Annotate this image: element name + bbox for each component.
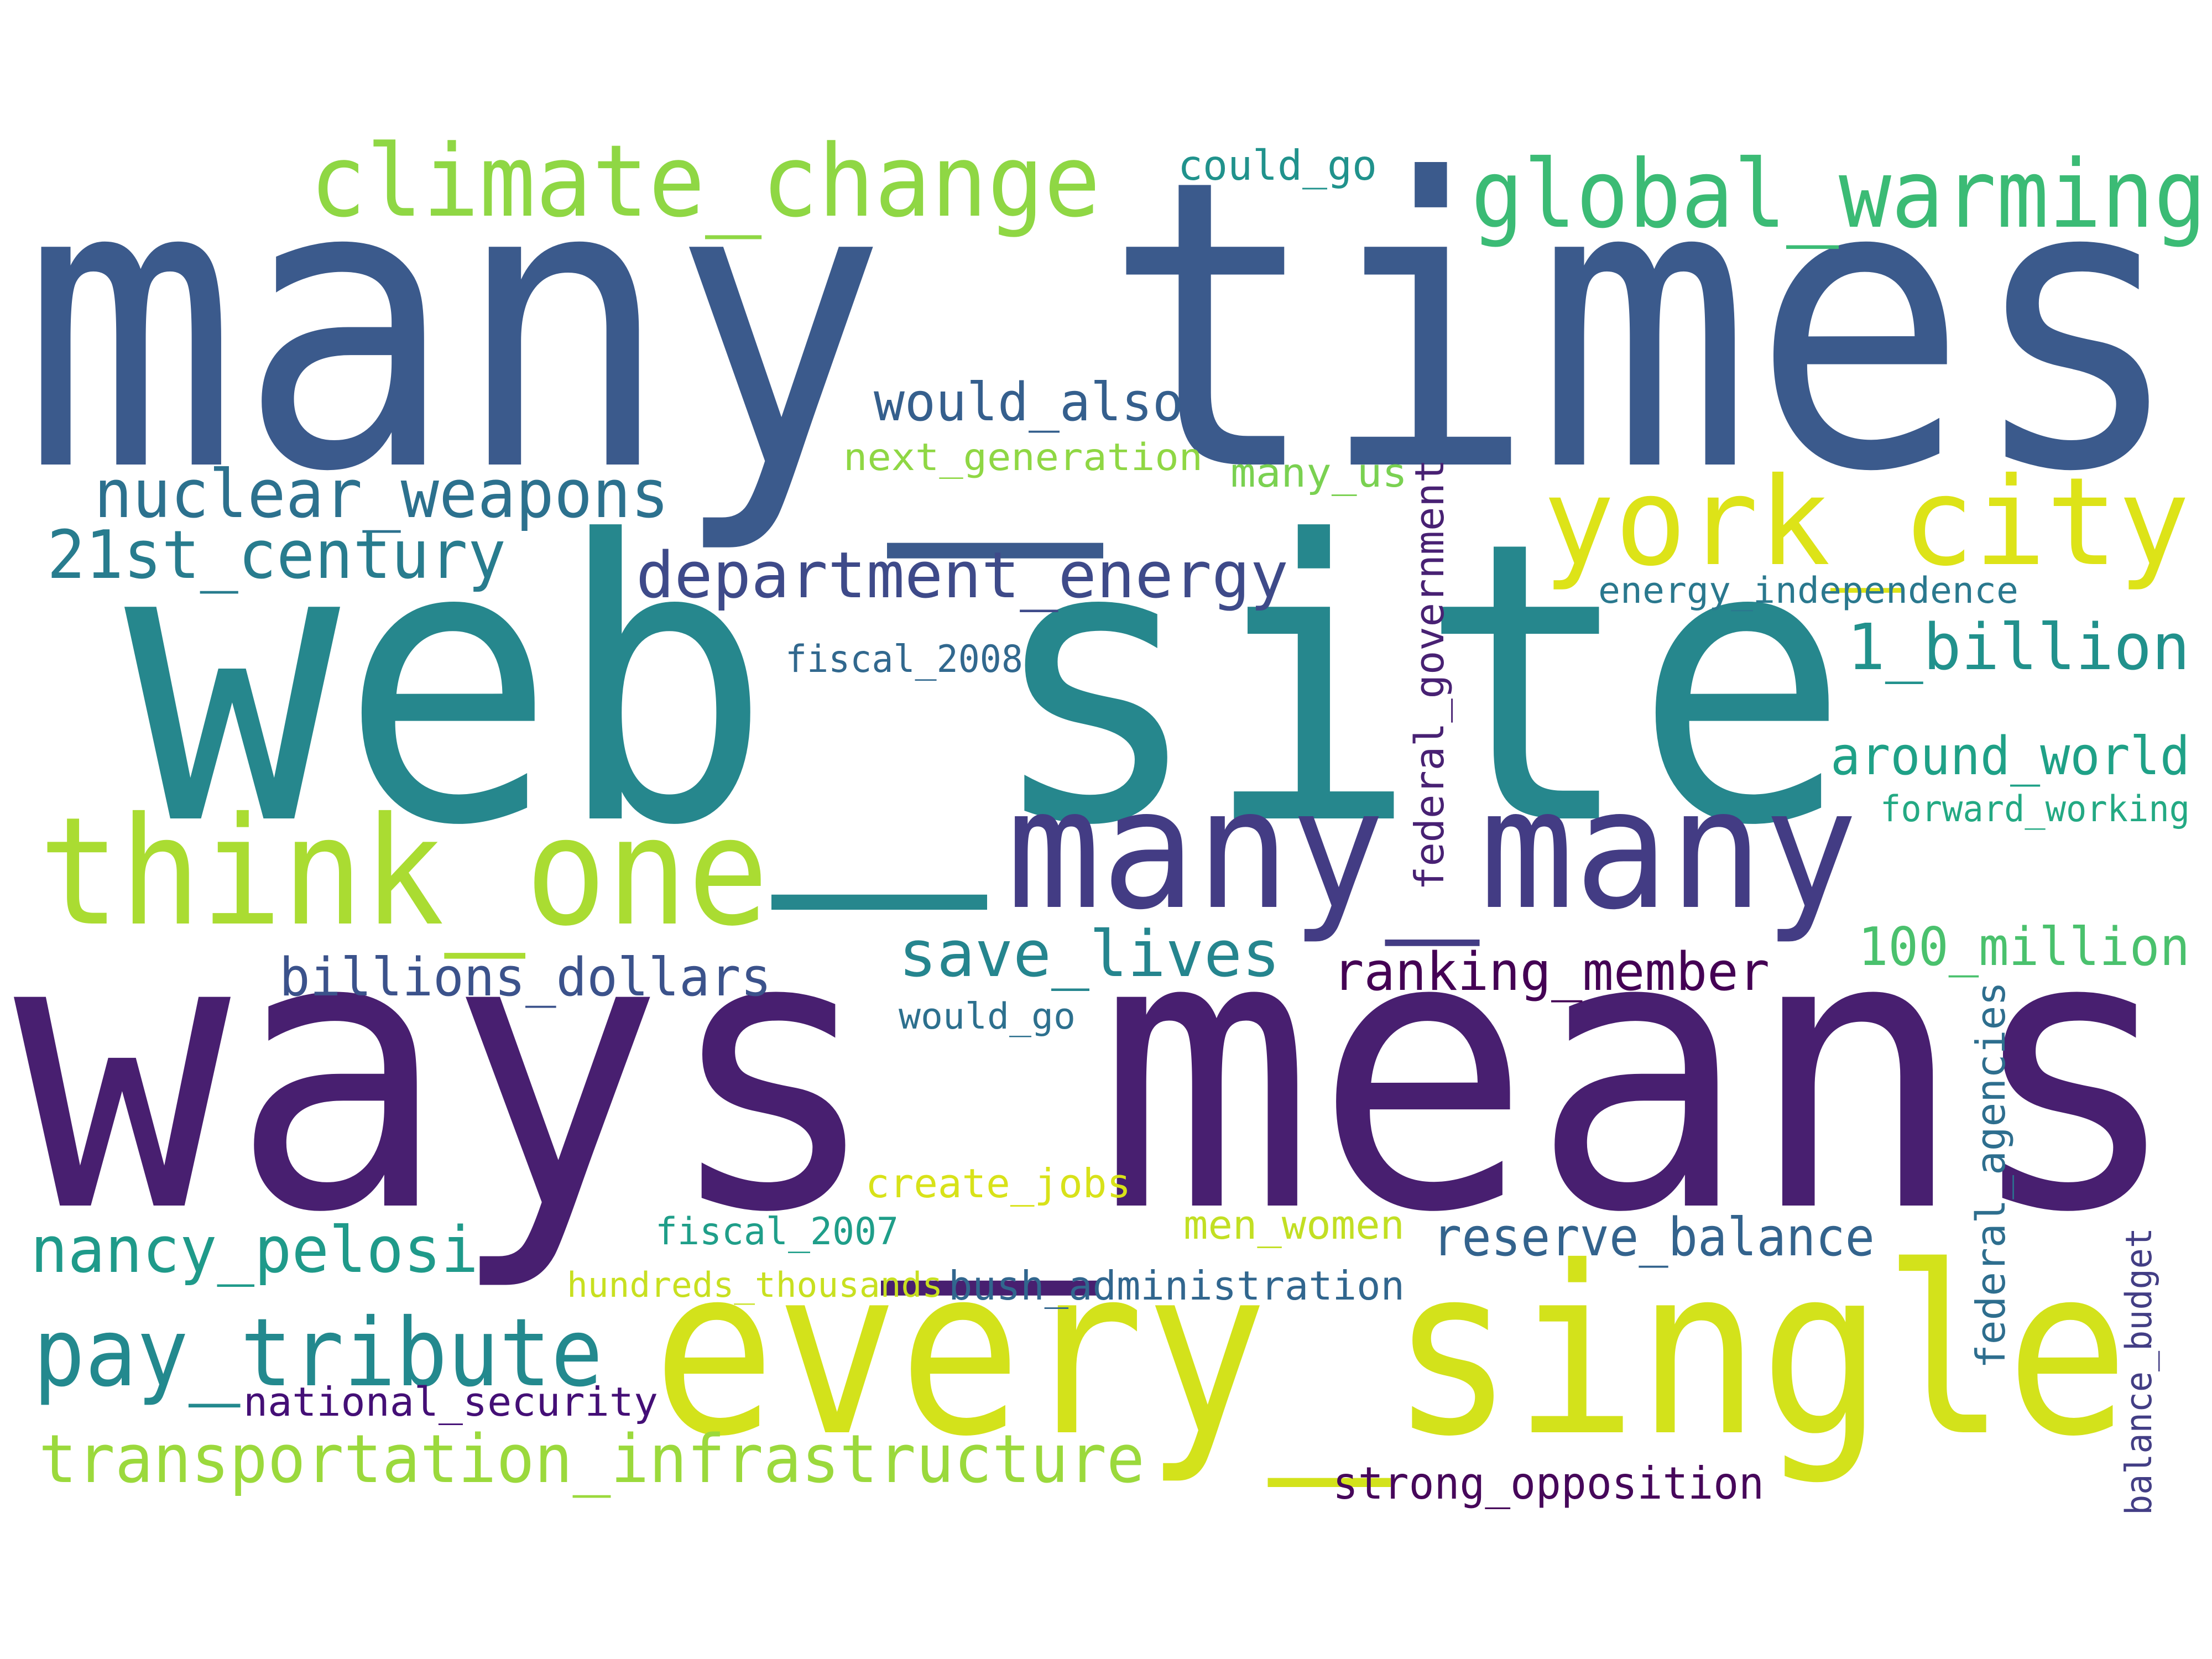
word-ways-means: ways_means [14,852,2182,1301]
word-21st-century: 21st_century [47,517,506,594]
word-billions-dollars: billions_dollars [279,947,771,1008]
word-nancy-pelosi: nancy_pelosi [30,1213,478,1287]
word-department-energy: department_energy [636,539,1288,613]
word-nuclear-weapons: nuclear_weapons [94,456,669,533]
word-around-world: around_world [1830,726,2190,787]
word-many-many: many_many [1006,753,1858,948]
word-forward-working: forward_working [1880,789,2190,830]
word-reserve-balance: reserve_balance [1432,1207,1875,1268]
word-web-site: web_site [124,460,1850,915]
word-fiscal-2008: fiscal_2008 [785,638,1023,681]
word-global-warming: global_warming [1471,140,2206,249]
word-would-go: would_go [899,996,1076,1037]
word-federal-government: federal_government [1406,459,1453,890]
word-1-billion: 1_billion [1847,611,2190,685]
word-could-go: could_go [1178,141,1377,190]
word-would-also: would_also [874,372,1183,433]
word-bush-administration: bush_administration [948,1262,1405,1309]
word-york-city: york_city [1543,451,2190,593]
word-many-us: many_us [1230,450,1407,496]
word-hundreds-thousands: hundreds_thousands [567,1265,943,1305]
word-strong-opposition: strong_opposition [1333,1458,1764,1509]
word-men-women: men_women [1183,1202,1405,1248]
word-national-security: national_security [243,1379,658,1425]
word-pay-tribute: pay_tribute [33,1298,603,1408]
word-create-jobs: create_jobs [865,1160,1131,1207]
word-transportation-infrastructure: transportation_infrastructure [39,1421,1145,1498]
word-every-single: every_single [653,1217,2129,1490]
word-100-million: 100_million [1858,917,2190,978]
word-fiscal-2007: fiscal_2007 [655,1210,899,1254]
word-federal-agencies: federal_agencies [1968,982,2014,1369]
word-save-lives: save_lives [899,917,1280,992]
word-ranking-member: ranking_member [1333,942,1770,1003]
word-energy-independence: energy_independence [1598,570,2018,612]
word-next-generation: next_generation [843,436,1203,479]
word-balance-budget: balance_budget [2119,1228,2160,1515]
word-think-one: think_one [39,785,769,961]
word-many-times: many_times [22,95,2184,564]
word-climate-change: climate_change [310,124,1100,239]
